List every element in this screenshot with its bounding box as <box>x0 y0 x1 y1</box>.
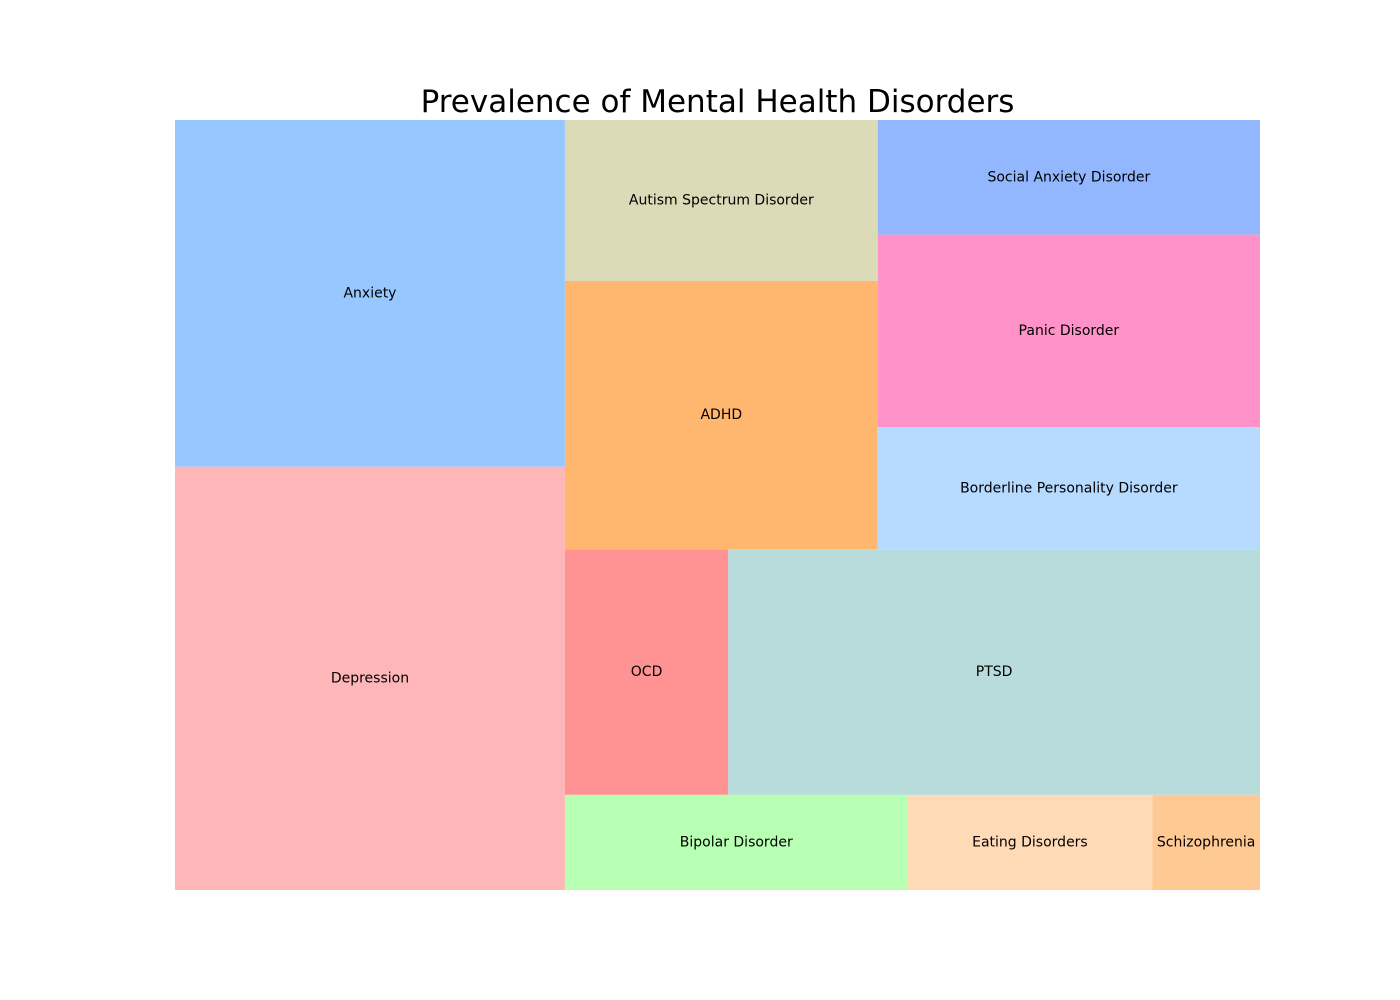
tile-autism-spectrum-disorder: Autism Spectrum Disorder <box>564 120 878 281</box>
tile-rect-eating-disorders <box>907 794 1153 890</box>
tile-rect-ocd <box>564 549 729 795</box>
tile-ocd: OCD <box>564 549 729 795</box>
tile-label-social-anxiety-disorder: Social Anxiety Disorder <box>987 169 1150 185</box>
tile-rect-panic-disorder <box>877 234 1260 428</box>
tile-label-eating-disorders: Eating Disorders <box>972 834 1088 850</box>
tile-rect-social-anxiety-disorder <box>877 120 1260 235</box>
tile-label-anxiety: Anxiety <box>343 285 396 301</box>
tile-label-ptsd: PTSD <box>976 664 1013 680</box>
treemap-svg: Anxiety Depression Bipolar Disorder Eating … <box>175 120 1260 890</box>
tile-bipolar-disorder: Bipolar Disorder <box>564 794 908 890</box>
tile-label-autism-spectrum-disorder: Autism Spectrum Disorder <box>629 192 814 208</box>
tile-ptsd: PTSD <box>728 549 1260 795</box>
tile-schizophrenia: Schizophrenia <box>1152 794 1260 890</box>
tile-label-panic-disorder: Panic Disorder <box>1019 323 1120 339</box>
tile-rect-anxiety <box>175 120 565 467</box>
tile-rect-adhd <box>564 280 878 550</box>
treemap-area: Anxiety Depression Bipolar Disorder Eating … <box>175 120 1260 890</box>
tile-rect-borderline-personality-disorder <box>877 427 1260 550</box>
tile-panic-disorder: Panic Disorder <box>877 234 1260 428</box>
tile-rect-bipolar-disorder <box>564 794 908 890</box>
tile-label-borderline-personality-disorder: Borderline Personality Disorder <box>960 480 1178 496</box>
tile-depression: Depression <box>175 466 565 890</box>
tile-eating-disorders: Eating Disorders <box>907 794 1153 890</box>
tile-label-depression: Depression <box>331 670 409 686</box>
tile-rect-schizophrenia <box>1152 794 1260 890</box>
tile-label-bipolar-disorder: Bipolar Disorder <box>680 834 793 850</box>
tile-rect-ptsd <box>728 549 1260 795</box>
tile-label-adhd: ADHD <box>700 407 742 423</box>
tile-rect-autism-spectrum-disorder <box>564 120 878 281</box>
tile-anxiety: Anxiety <box>175 120 565 467</box>
tile-social-anxiety-disorder: Social Anxiety Disorder <box>877 120 1260 235</box>
chart-title: Prevalence of Mental Health Disorders <box>420 84 1015 120</box>
tile-label-ocd: OCD <box>631 664 663 680</box>
tile-adhd: ADHD <box>564 280 878 550</box>
tile-label-schizophrenia: Schizophrenia <box>1157 834 1255 850</box>
tile-rect-depression <box>175 466 565 890</box>
tile-borderline-personality-disorder: Borderline Personality Disorder <box>877 427 1260 550</box>
